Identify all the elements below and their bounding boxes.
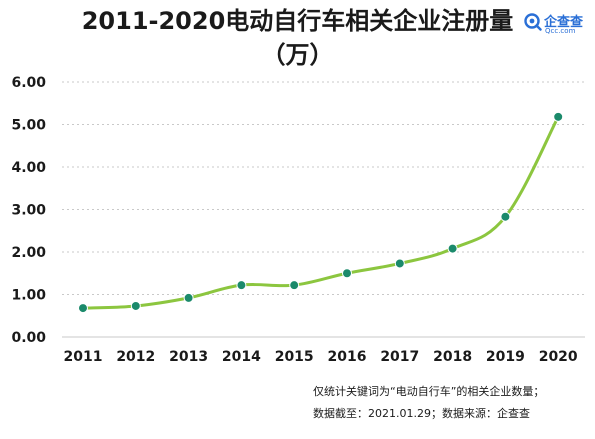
data-point <box>289 280 300 291</box>
data-point <box>447 243 458 254</box>
x-tick-label: 2020 <box>539 349 578 365</box>
series-line <box>81 115 560 310</box>
brand-url: Qcc.com <box>545 27 576 35</box>
data-point <box>500 211 511 222</box>
chart-title-unit: （万） <box>261 41 334 69</box>
y-tick-label: 3.00 <box>11 203 46 219</box>
data-point <box>553 111 564 122</box>
footnote-source: 数据截至：2021.01.29；数据来源：企查查 <box>313 407 530 420</box>
x-tick-label: 2017 <box>380 349 419 365</box>
data-point <box>394 258 405 269</box>
x-tick-label: 2015 <box>275 349 314 365</box>
magnifier-logo-icon <box>524 13 542 31</box>
x-tick-label: 2012 <box>116 349 155 365</box>
data-point <box>342 268 352 279</box>
x-tick-label: 2019 <box>486 349 525 365</box>
chart-title: 2011-2020电动自行车相关企业注册量 （万） <box>0 4 595 72</box>
qcc-logo: 企查查 Qcc.com <box>524 10 594 36</box>
data-point <box>183 292 194 303</box>
chart-title-line1: 2011-2020电动自行车相关企业注册量 <box>81 7 514 35</box>
data-point <box>130 300 141 311</box>
y-tick-label: 0.00 <box>11 330 46 346</box>
x-tick-label: 2018 <box>433 349 472 365</box>
y-axis-tick-labels: 0.00 1.00 2.00 3.00 4.00 5.00 6.00 <box>11 75 46 346</box>
gridlines <box>62 81 585 295</box>
y-tick-label: 5.00 <box>11 118 46 134</box>
data-point <box>236 280 247 291</box>
x-tick-label: 2016 <box>328 349 367 365</box>
x-tick-label: 2013 <box>169 349 208 365</box>
y-tick-label: 4.00 <box>11 160 46 176</box>
data-point <box>78 303 88 314</box>
x-axis-tick-labels: 2011 2012 2013 2014 2015 2016 2017 2018 2019 2020 <box>64 349 578 365</box>
y-tick-label: 2.00 <box>11 245 46 261</box>
series-registrations <box>78 111 564 314</box>
x-tick-label: 2014 <box>222 349 261 365</box>
x-tick-label: 2011 <box>64 349 103 365</box>
brand-name: 企查查 <box>544 15 584 30</box>
y-tick-label: 1.00 <box>11 288 46 304</box>
y-tick-label: 6.00 <box>11 75 46 91</box>
footnote-scope: 仅统计关键词为“电动自行车”的相关企业数量； <box>313 385 545 398</box>
